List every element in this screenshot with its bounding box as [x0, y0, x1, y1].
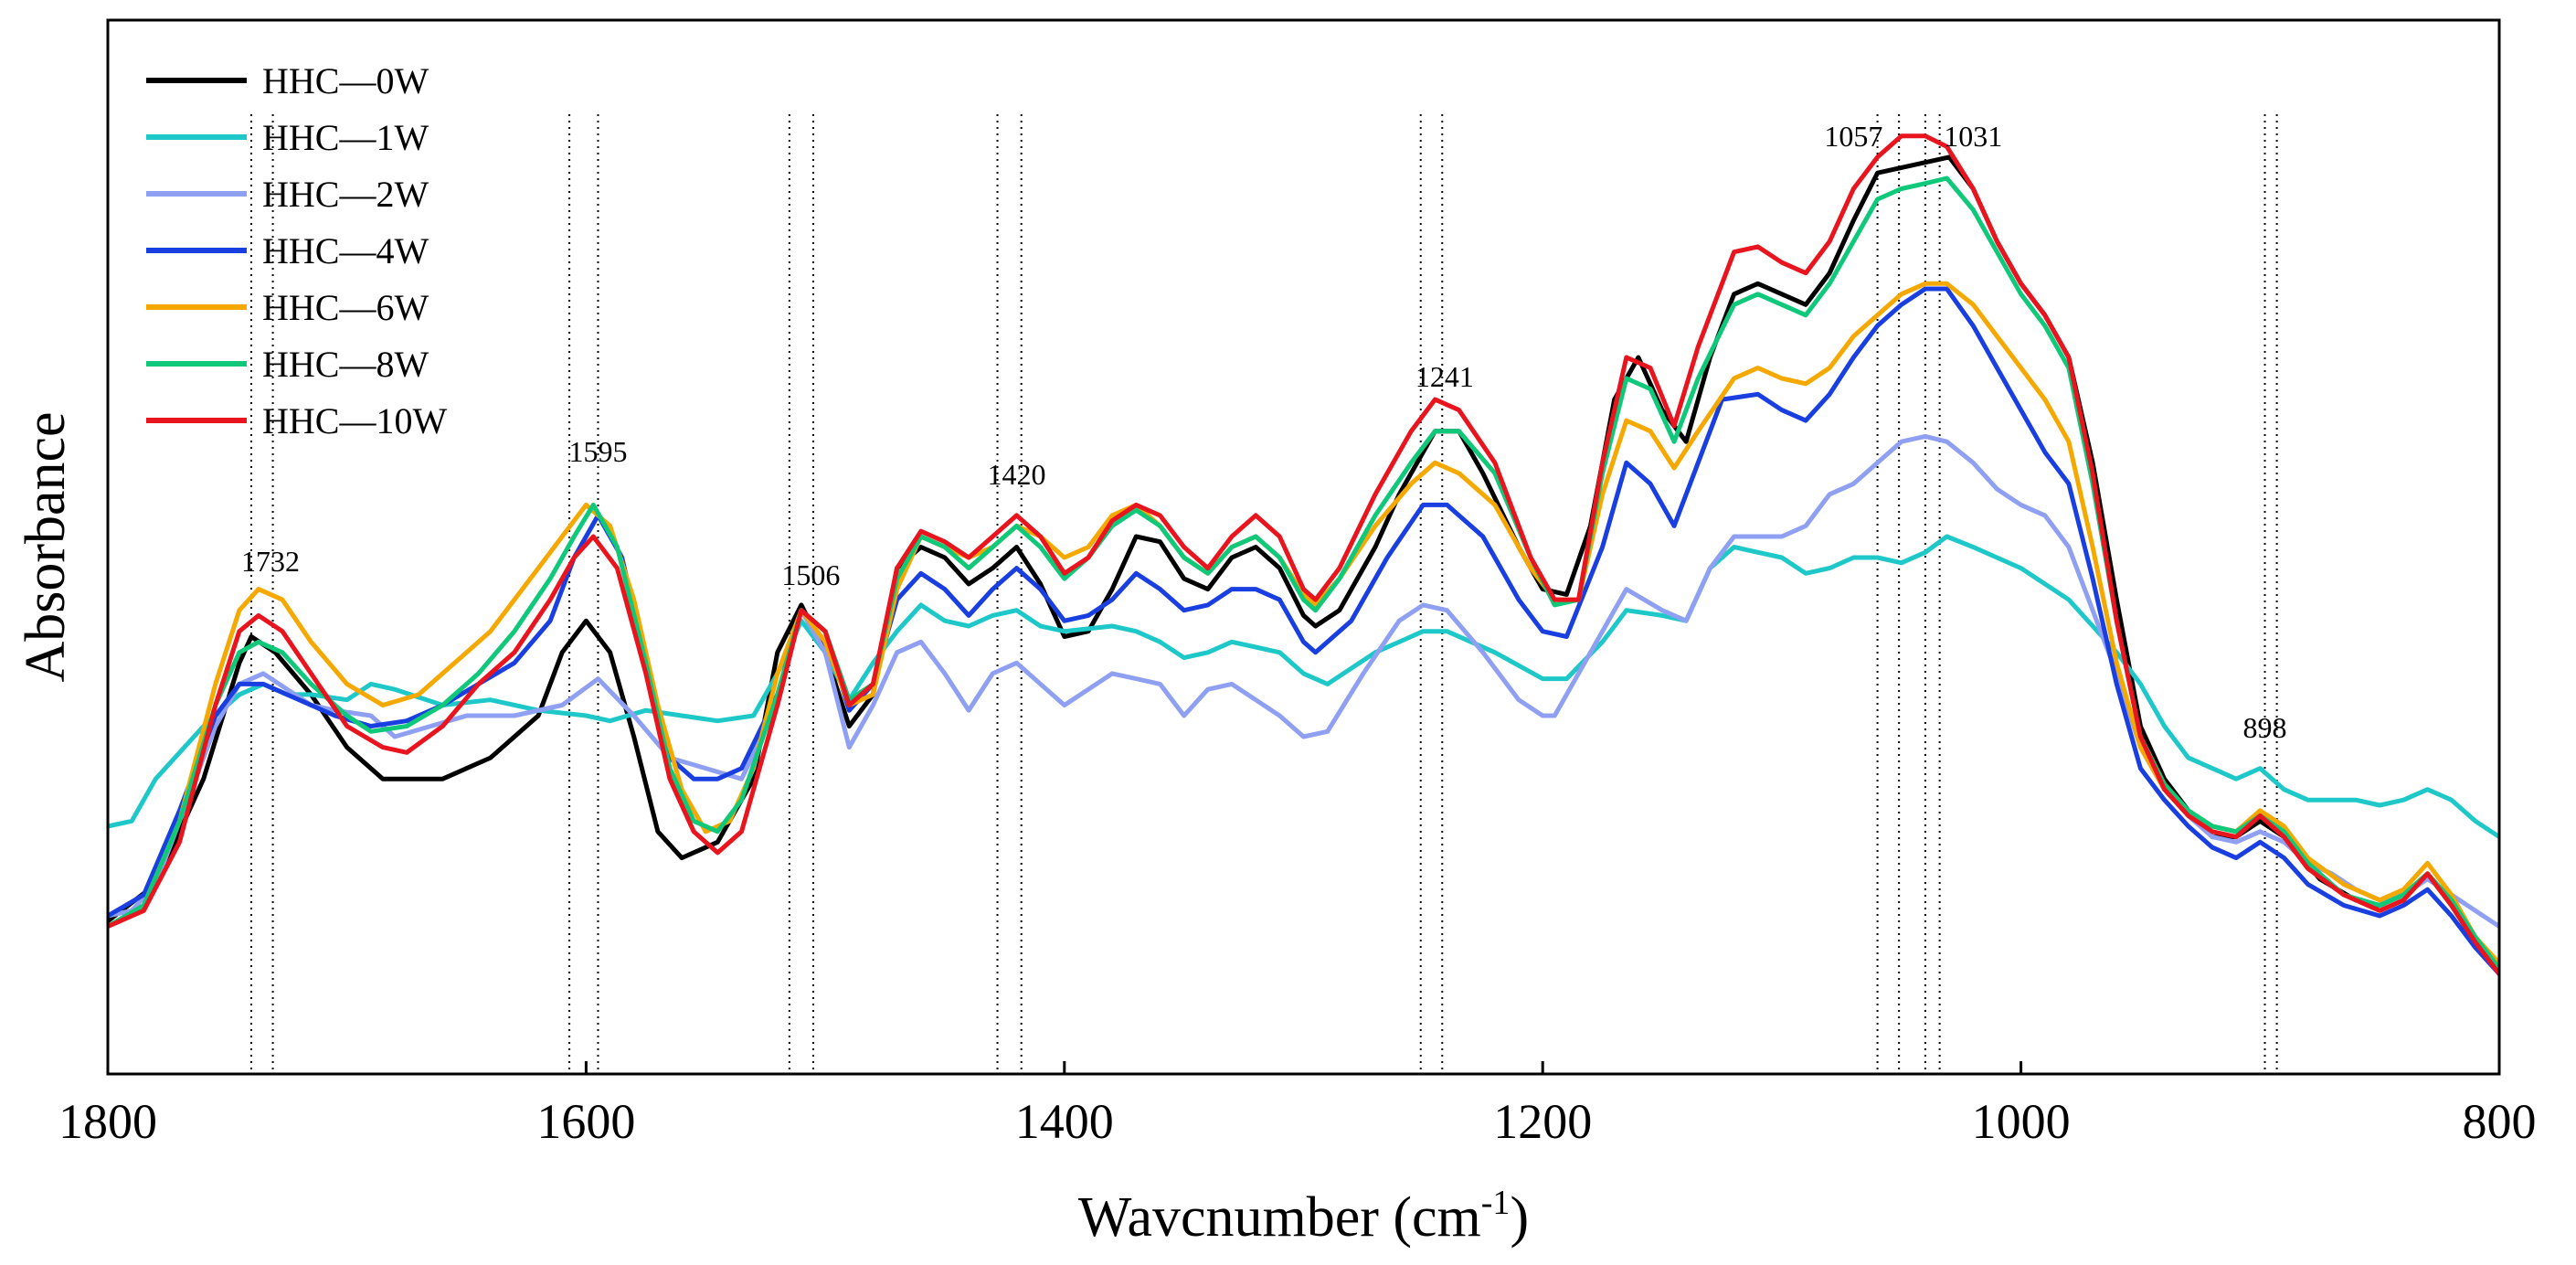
peak-label-898: 898 [2243, 711, 2287, 744]
series-line-1 [108, 534, 2499, 840]
x-axis-title-superscript: -1 [1481, 1184, 1511, 1222]
x-tick-label: 1600 [536, 1094, 635, 1149]
peak-label-1420: 1420 [987, 458, 1045, 491]
legend-label-3: HHC—4W [262, 230, 429, 271]
x-axis-title-end: ) [1510, 1186, 1529, 1249]
legend-label-5: HHC—8W [262, 344, 429, 385]
series-line-4 [108, 281, 2499, 966]
legend-label-1: HHC—1W [262, 117, 429, 158]
peak-label-1506: 1506 [781, 558, 840, 591]
peak-label-1057: 1057 [1824, 120, 1882, 153]
series-group [108, 133, 2499, 976]
peak-label-1241: 1241 [1415, 360, 1474, 393]
x-axis-title: Wavcnumber (cm-1) [1078, 1184, 1529, 1249]
x-tick-label: 1000 [1972, 1094, 2071, 1149]
x-axis-title-main: Wavcnumber (cm [1078, 1186, 1481, 1249]
x-tick-label: 1800 [58, 1094, 157, 1149]
peak-label-1031: 1031 [1944, 120, 2002, 153]
peak-label-1732: 1732 [241, 545, 300, 578]
peak-label-1595: 1595 [568, 435, 627, 468]
legend-label-6: HHC—10W [262, 400, 447, 441]
legend-label-0: HHC—0W [262, 60, 429, 101]
legend-label-4: HHC—6W [262, 287, 429, 328]
x-tick-label: 1200 [1493, 1094, 1592, 1149]
y-axis-title: Absorbance [15, 411, 77, 682]
plot-frame [106, 18, 2501, 1076]
series-line-6 [108, 133, 2499, 976]
x-tick-label: 1400 [1015, 1094, 1114, 1149]
legend-label-2: HHC—2W [262, 174, 429, 215]
x-tick-label: 800 [2463, 1094, 2537, 1149]
series-line-0 [108, 154, 2499, 972]
